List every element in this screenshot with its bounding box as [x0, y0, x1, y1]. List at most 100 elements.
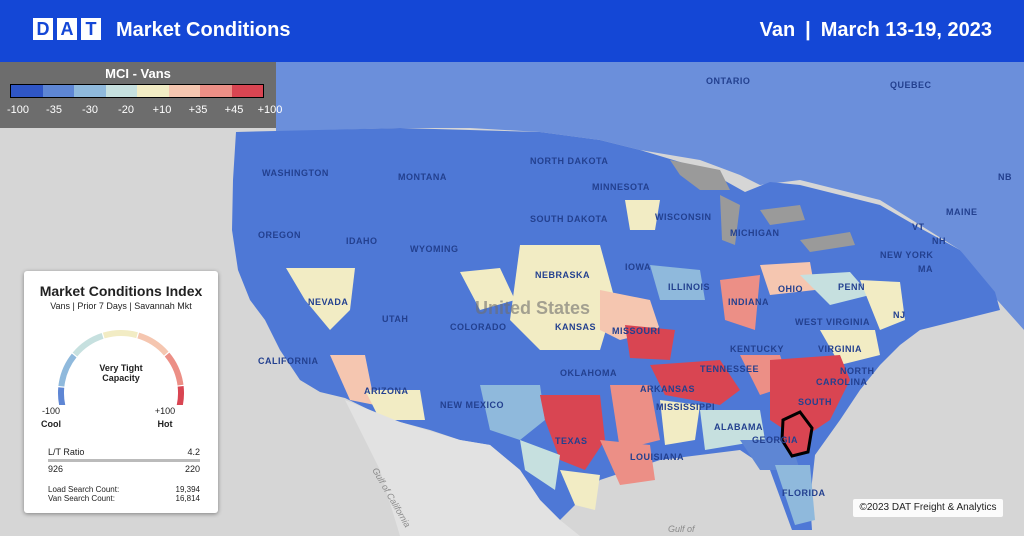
legend-tick: +45	[224, 104, 244, 116]
legend-swatch-7	[231, 85, 263, 97]
map-label-wisconsin: WISCONSIN	[655, 212, 712, 222]
legend-swatch-5	[168, 85, 200, 97]
map-label-gulf-mexico: Gulf of	[668, 524, 696, 534]
map-label-georgia: GEORGIA	[752, 435, 798, 445]
map-label-new-york: NEW YORK	[880, 250, 933, 260]
map-label-michigan: MICHIGAN	[730, 228, 780, 238]
page-title: Market Conditions	[116, 19, 291, 41]
legend-swatch-0	[11, 85, 43, 97]
lt-ratio-trucks: 220	[184, 464, 200, 474]
map-label-tennessee: TENNESSEE	[700, 364, 759, 374]
map-label-nb: NB	[998, 172, 1012, 182]
map-label-nj: NJ	[893, 310, 906, 320]
cool-label: Cool	[41, 419, 61, 429]
mci-legend: MCI - Vans -100 -35 -30 -20 +10 +35 +45 +100	[0, 62, 282, 128]
map-label-north: NORTH	[840, 366, 875, 376]
map-label-carolina: CAROLINA	[816, 377, 868, 387]
map-label-arkansas: ARKANSAS	[640, 384, 695, 394]
map-label-ontario: ONTARIO	[706, 76, 750, 86]
lt-ratio-loads: 926	[48, 464, 64, 474]
lt-ratio-bar	[48, 459, 200, 462]
map-label-nebraska: NEBRASKA	[535, 270, 590, 280]
map-label-illinois: ILLINOIS	[668, 282, 710, 292]
map-label-ma: MA	[918, 264, 933, 274]
gauge-segment	[58, 387, 66, 405]
gauge-segment	[164, 352, 184, 386]
header-meta: Van | March 13-19, 2023	[760, 19, 992, 42]
hot-value: +100	[154, 406, 176, 416]
dat-logo: D A T	[33, 18, 101, 40]
equipment-type: Van	[759, 19, 796, 41]
map-label-nh: NH	[932, 236, 946, 246]
map-label-maine: MAINE	[946, 207, 978, 217]
map-label-arizona: ARIZONA	[364, 386, 409, 396]
lt-ratio-value: 4.2	[187, 447, 200, 457]
legend-swatch-1	[42, 85, 74, 97]
gauge-segment	[176, 385, 184, 405]
legend-title: MCI - Vans	[105, 66, 171, 81]
legend-swatch-3	[105, 85, 137, 97]
legend-tick: -35	[46, 104, 62, 116]
map-label-ohio: OHIO	[778, 284, 803, 294]
mci-panel: Market Conditions Index Vans | Prior 7 D…	[24, 271, 218, 513]
map-label-missouri: MISSOURI	[612, 326, 661, 336]
gauge-segment	[102, 330, 138, 339]
gauge-segment	[72, 333, 104, 357]
map-label-kentucky: KENTUCKY	[730, 344, 784, 354]
mci-gauge	[58, 330, 184, 405]
map-label-alabama: ALABAMA	[714, 422, 763, 432]
gauge-segment	[137, 332, 169, 356]
map-label-quebec: QUEBEC	[890, 80, 932, 90]
legend-tick: -100	[6, 104, 30, 116]
map-label-vt: VT	[912, 222, 925, 232]
van-search-label: Van Search Count:	[48, 494, 116, 503]
header-separator: |	[805, 19, 811, 41]
map-label-south-dakota: SOUTH DAKOTA	[530, 214, 608, 224]
map-label-california: CALIFORNIA	[258, 356, 319, 366]
map-label-north-dakota: NORTH DAKOTA	[530, 156, 608, 166]
map-label-washington: WASHINGTON	[262, 168, 329, 178]
hot-label: Hot	[157, 419, 173, 429]
legend-swatch-2	[74, 85, 106, 97]
map-label-colorado: COLORADO	[450, 322, 507, 332]
lt-ratio-label: L/T Ratio	[48, 447, 85, 457]
map-label-kansas: KANSAS	[555, 322, 596, 332]
load-search-value: 19,394	[175, 485, 200, 494]
legend-color-scale	[10, 84, 264, 98]
legend-tick: +35	[188, 104, 208, 116]
search-counts: Load Search Count: 19,394 Van Search Coun…	[48, 485, 200, 503]
map-label-new-mexico: NEW MEXICO	[440, 400, 504, 410]
map-label-texas: TEXAS	[555, 436, 588, 446]
copyright-notice: ©2023 DAT Freight & Analytics	[853, 499, 1003, 517]
map-label-virginia: VIRGINIA	[818, 344, 862, 354]
panel-title: Market Conditions Index	[39, 283, 203, 299]
legend-tick: +100	[257, 104, 283, 116]
map-label-country: United States	[475, 298, 590, 318]
map-label-idaho: IDAHO	[346, 236, 378, 246]
header-bar: D A T Market Conditions Van | March 13-1…	[0, 0, 1024, 62]
van-search-value: 16,814	[175, 494, 200, 503]
map-label-louisiana: LOUISIANA	[630, 452, 684, 462]
cool-value: -100	[41, 406, 60, 416]
map-label-montana: MONTANA	[398, 172, 447, 182]
legend-tick: +10	[152, 104, 172, 116]
legend-swatch-6	[200, 85, 232, 97]
map-label-oklahoma: OKLAHOMA	[560, 368, 617, 378]
map-label-indiana: INDIANA	[728, 297, 769, 307]
map-label-nevada: NEVADA	[308, 297, 348, 307]
legend-tick: -20	[118, 104, 134, 116]
load-search-label: Load Search Count:	[48, 485, 120, 494]
panel-subtitle: Vans | Prior 7 Days | Savannah Mkt	[50, 301, 192, 311]
map-label-florida: FLORIDA	[782, 488, 826, 498]
map-label-utah: UTAH	[382, 314, 408, 324]
map-label-west-virginia: WEST VIRGINIA	[795, 317, 870, 327]
map-label-mississippi: MISSISSIPPI	[656, 402, 715, 412]
date-range: March 13-19, 2023	[820, 19, 992, 41]
map-label-south: SOUTH	[798, 397, 832, 407]
map-label-penn: PENN	[838, 282, 865, 292]
map-label-iowa: IOWA	[625, 262, 651, 272]
map-label-minnesota: MINNESOTA	[592, 182, 650, 192]
map-label-oregon: OREGON	[258, 230, 301, 240]
gauge-state-label: Very Tight Capacity	[99, 363, 143, 383]
gauge-segment	[58, 353, 77, 387]
